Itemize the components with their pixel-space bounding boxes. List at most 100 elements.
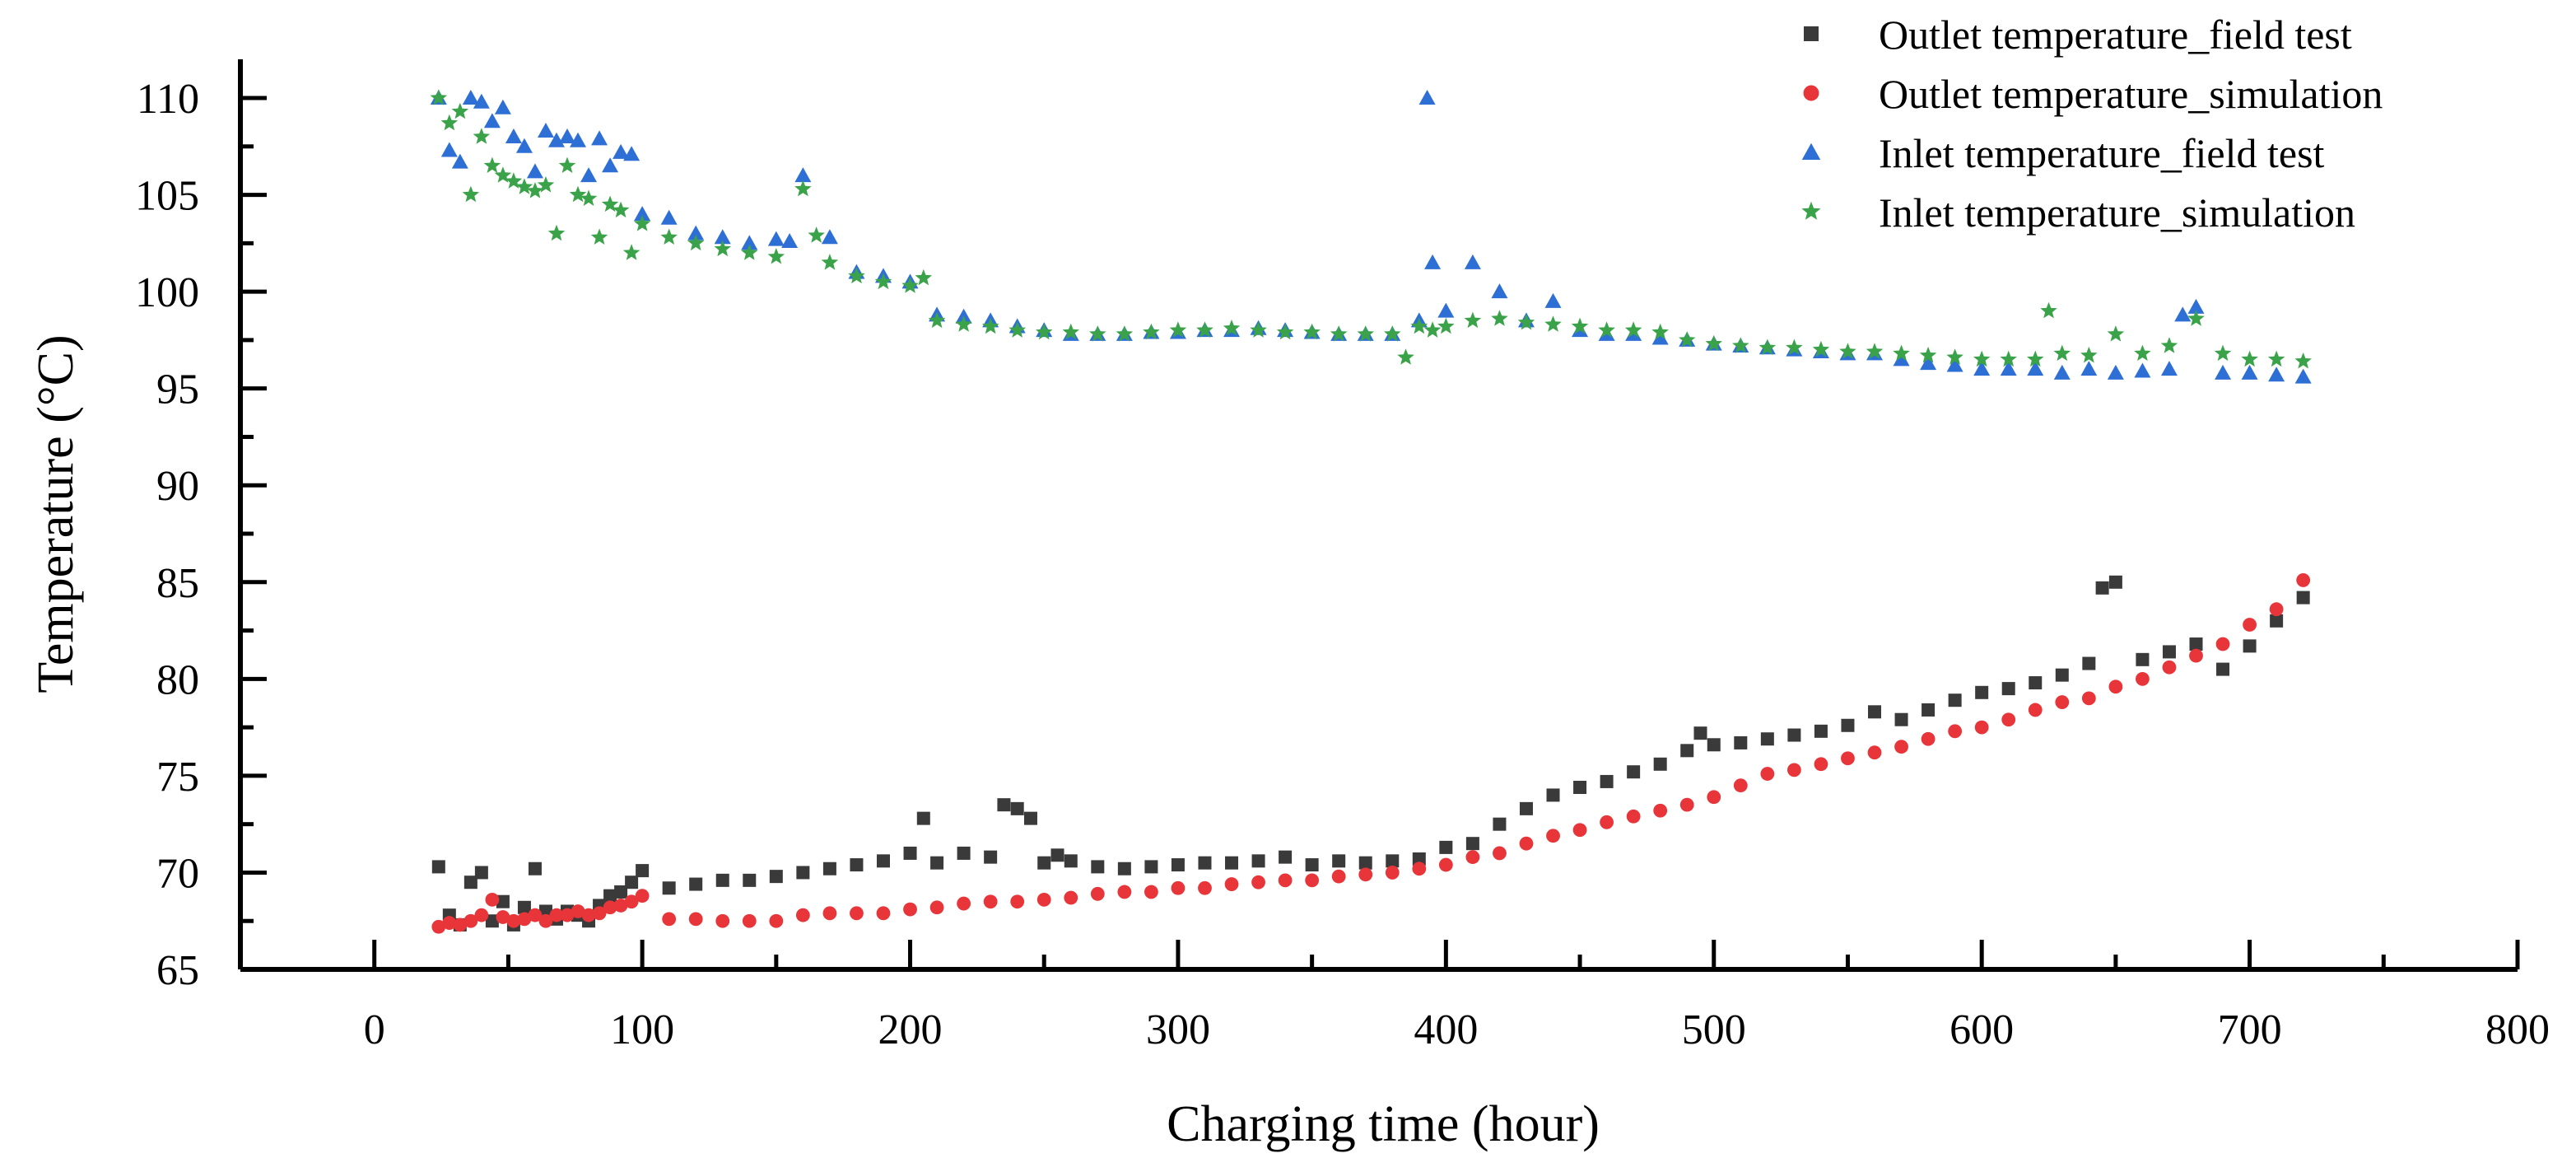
data-point	[1544, 315, 1562, 332]
data-point	[537, 122, 554, 138]
data-point	[2241, 364, 2258, 380]
data-point	[876, 906, 891, 921]
data-point	[715, 913, 730, 928]
data-point	[569, 185, 587, 203]
data-point	[2027, 350, 2044, 367]
data-point	[515, 138, 533, 153]
data-point	[1841, 751, 1855, 766]
legend-label-2: Outlet temperature_simulation	[1879, 71, 2383, 117]
data-point	[2162, 660, 2177, 675]
data-point	[2095, 581, 2109, 595]
data-point	[1651, 323, 1669, 340]
data-point	[603, 900, 617, 915]
data-point	[1758, 339, 1777, 355]
y-tick-label: 105	[135, 173, 199, 220]
data-point	[1412, 861, 1427, 876]
y-tick-label: 80	[156, 656, 199, 703]
data-point	[549, 908, 564, 922]
data-point	[821, 254, 839, 270]
data-point	[1839, 343, 1856, 359]
data-point	[1386, 854, 1400, 868]
data-point	[1893, 351, 1910, 367]
data-point	[2107, 325, 2125, 342]
data-point	[1357, 325, 1374, 342]
data-point	[1786, 339, 1803, 355]
data-point	[1251, 854, 1265, 868]
data-point	[984, 850, 998, 864]
x-tick-label: 800	[2485, 1006, 2550, 1053]
data-point	[624, 894, 639, 909]
x-tick-label: 0	[364, 1006, 385, 1053]
data-point	[2053, 364, 2071, 380]
series-3	[430, 90, 2312, 384]
y-tick-label: 95	[156, 367, 199, 413]
data-point	[1410, 317, 1428, 334]
data-point	[689, 877, 703, 891]
data-point	[2001, 712, 2016, 727]
data-point	[1439, 840, 1453, 854]
data-point	[2055, 695, 2070, 709]
data-point	[526, 182, 544, 198]
data-point	[1921, 731, 1935, 746]
data-point	[1841, 718, 1855, 732]
data-point	[1546, 788, 1560, 802]
data-point	[1117, 885, 1132, 899]
data-point	[1733, 778, 1748, 793]
y-tick-label: 90	[156, 463, 199, 510]
data-point	[742, 913, 757, 928]
data-point	[559, 128, 576, 144]
data-point	[1948, 693, 1962, 707]
data-point	[2107, 364, 2124, 380]
data-point	[794, 180, 812, 197]
data-point	[662, 912, 677, 927]
data-point	[662, 881, 676, 895]
data-point	[1036, 323, 1053, 340]
data-point	[623, 146, 641, 161]
data-point	[741, 235, 758, 250]
data-point	[1278, 873, 1293, 888]
y-tick-label: 100	[135, 269, 199, 316]
data-point	[517, 900, 531, 914]
data-point	[2269, 602, 2284, 617]
data-point	[2080, 346, 2098, 363]
x-tick-label: 500	[1682, 1006, 1746, 1053]
data-point	[1250, 321, 1267, 338]
data-point	[2296, 573, 2311, 587]
data-point	[850, 906, 864, 921]
data-point	[688, 912, 703, 927]
data-point	[1519, 801, 1533, 815]
data-point	[687, 234, 705, 251]
x-tick-label: 200	[878, 1006, 943, 1053]
x-tick-label: 300	[1146, 1006, 1210, 1053]
data-point	[1223, 320, 1241, 336]
x-axis-title: Charging time (hour)	[1167, 1096, 1600, 1152]
data-point	[1922, 703, 1935, 717]
data-point	[1464, 254, 1481, 269]
data-point	[1143, 323, 1160, 340]
data-point	[1438, 857, 1453, 872]
data-point	[1198, 856, 1212, 870]
data-point	[528, 908, 543, 922]
data-point	[1465, 837, 1479, 851]
legend-marker-1	[1804, 26, 1819, 41]
data-point	[715, 873, 729, 887]
data-point	[635, 889, 650, 904]
data-point	[1023, 811, 1037, 825]
data-point	[2134, 362, 2151, 378]
data-point	[2189, 637, 2203, 651]
x-tick-label: 400	[1414, 1006, 1478, 1053]
data-point	[483, 113, 501, 128]
data-point	[1707, 790, 1721, 805]
data-point	[1760, 732, 1774, 746]
data-point	[1680, 744, 1694, 758]
data-point	[957, 846, 971, 860]
data-point	[1894, 712, 1908, 726]
data-point	[1519, 836, 1534, 851]
data-point	[848, 267, 865, 284]
data-point	[1946, 357, 1963, 372]
data-point	[2270, 614, 2284, 628]
data-point	[2160, 337, 2178, 353]
data-point	[1064, 890, 1078, 905]
data-point	[1573, 781, 1587, 794]
data-point	[2029, 676, 2043, 690]
